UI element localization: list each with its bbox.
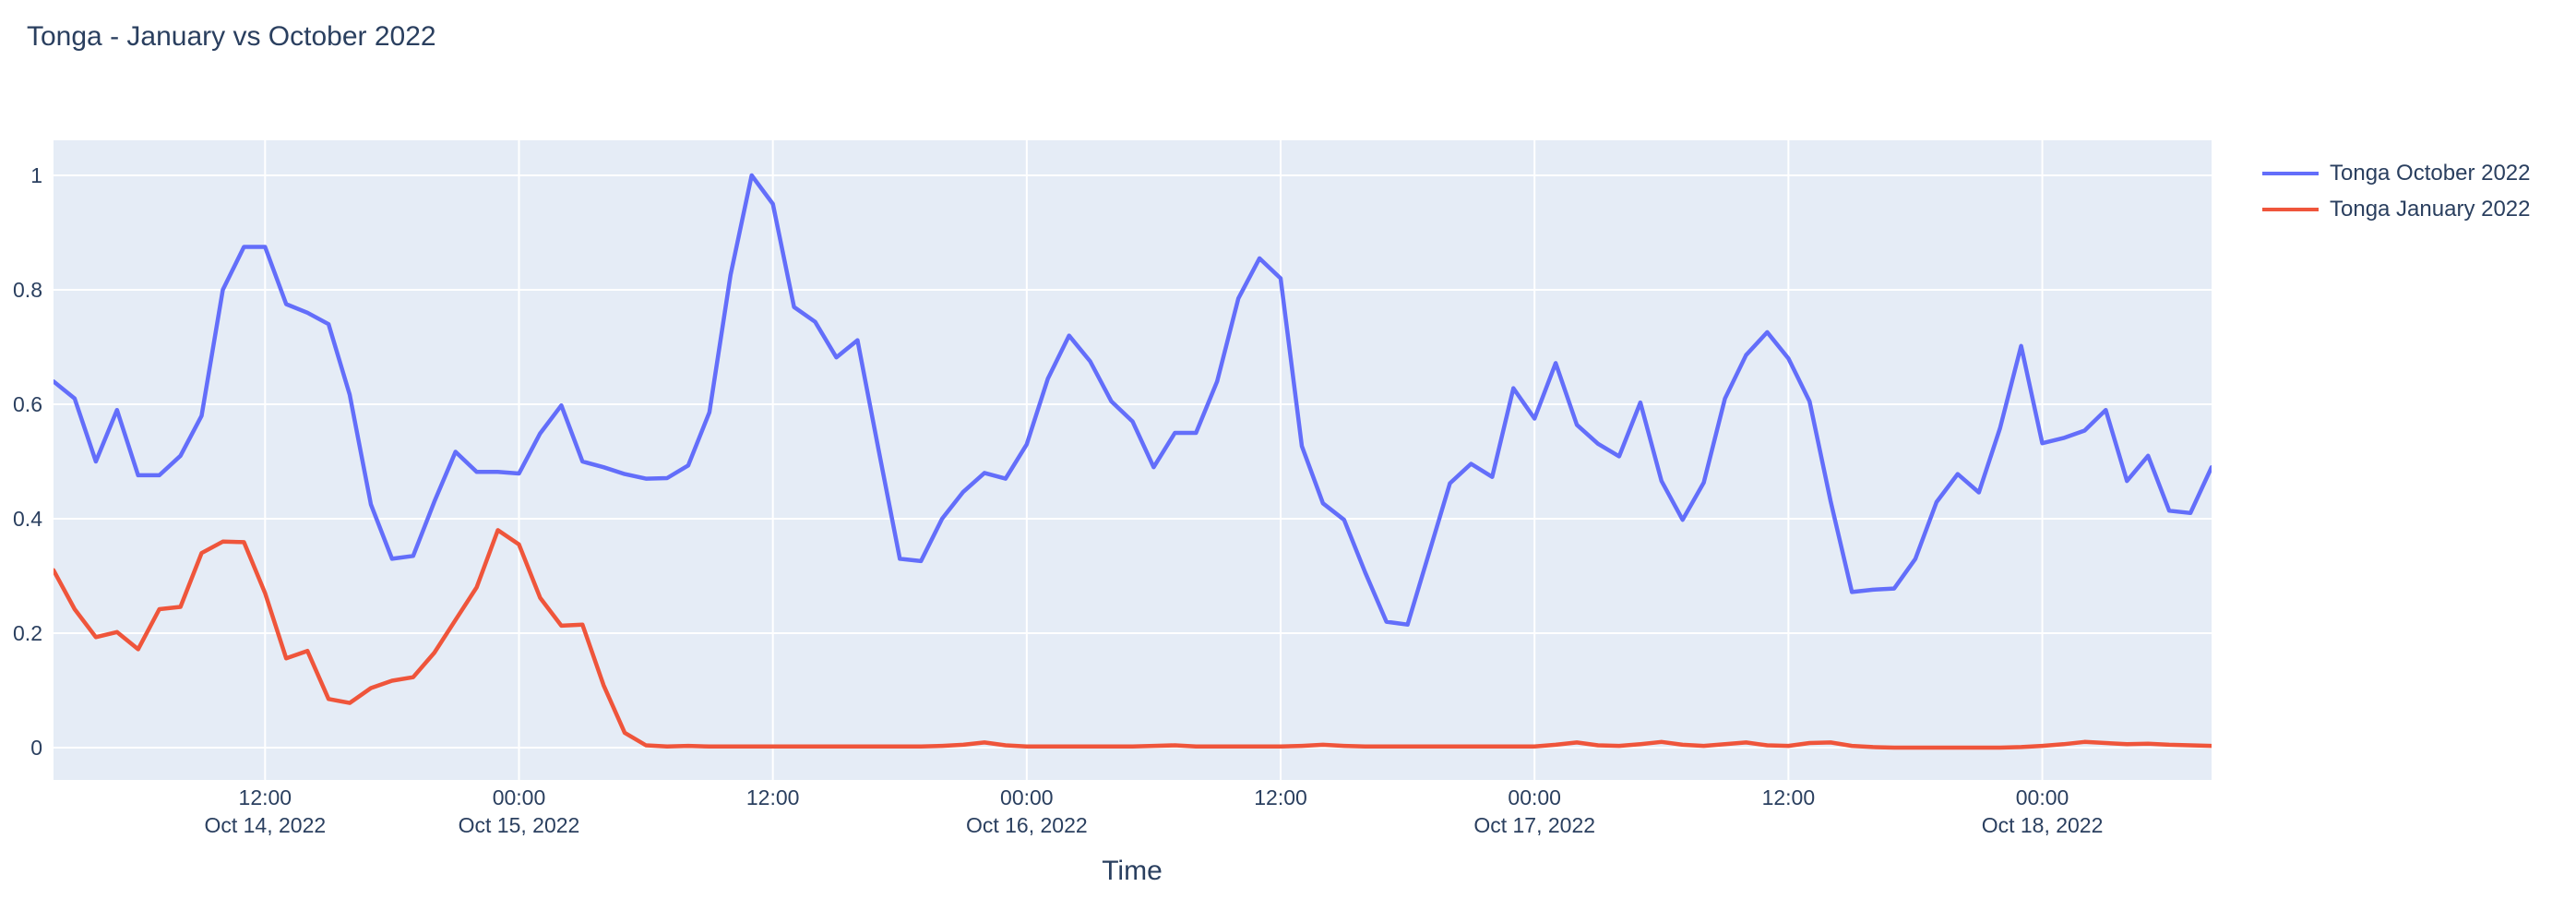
y-tick-label: 0 <box>30 736 42 760</box>
x-tick-time-label: 00:00 <box>2015 785 2069 809</box>
legend-item-tonga-january-2022[interactable]: Tonga January 2022 <box>2262 191 2531 227</box>
x-tick-date-label: Oct 17, 2022 <box>1473 813 1596 837</box>
x-tick-date-label: Oct 16, 2022 <box>965 813 1088 837</box>
legend: Tonga October 2022 Tonga January 2022 <box>2262 155 2531 227</box>
legend-line-sample-october-icon <box>2262 171 2319 175</box>
series-line-tonga-october-2022[interactable] <box>54 173 2212 627</box>
chart-title: Tonga - January vs October 2022 <box>27 21 436 52</box>
x-tick-time-label: 00:00 <box>1000 785 1054 809</box>
series-line-tonga-january-2022[interactable] <box>54 528 2212 750</box>
plot-svg <box>54 140 2212 780</box>
x-tick-time-label: 00:00 <box>492 785 546 809</box>
y-tick-label: 0.8 <box>13 278 42 302</box>
legend-label-october: Tonga October 2022 <box>2330 160 2531 186</box>
y-tick-label: 1 <box>30 163 42 187</box>
x-tick-date-label: Oct 18, 2022 <box>1981 813 2104 837</box>
legend-label-january: Tonga January 2022 <box>2330 196 2531 222</box>
x-tick-date-label: Oct 15, 2022 <box>458 813 580 837</box>
y-tick-label: 0.6 <box>13 392 42 416</box>
x-tick-time-label: 12:00 <box>745 785 800 809</box>
x-tick-time-label: 12:00 <box>1254 785 1307 809</box>
x-tick-date-label: Oct 14, 2022 <box>204 813 327 837</box>
legend-item-tonga-october-2022[interactable]: Tonga October 2022 <box>2262 155 2531 191</box>
x-tick-time-label: 12:00 <box>1761 785 1816 809</box>
plot-area[interactable] <box>54 140 2212 780</box>
x-axis-title: Time <box>1102 856 1163 886</box>
legend-line-sample-january-icon <box>2262 207 2319 211</box>
x-tick-time-label: 00:00 <box>1508 785 1561 809</box>
y-tick-label: 0.2 <box>13 621 42 645</box>
y-tick-label: 0.4 <box>13 507 42 531</box>
x-tick-time-label: 12:00 <box>238 785 292 809</box>
